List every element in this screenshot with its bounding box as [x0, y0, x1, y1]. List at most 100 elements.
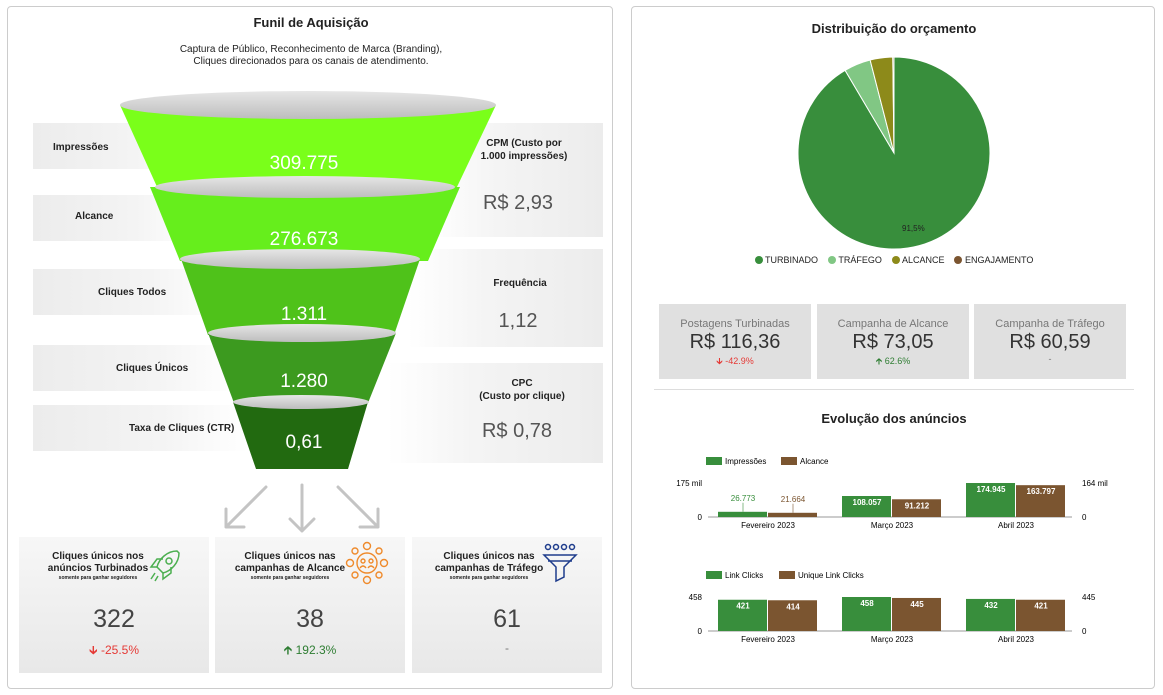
pie-slice-label: 91,5%: [902, 224, 925, 233]
bar-chart2-2-0[interactable]: [966, 598, 1015, 631]
arrow-down-delta-icon: 🡳: [716, 356, 723, 366]
bar-chart2-1-1[interactable]: [892, 597, 941, 631]
stage-value-cliques-unicos: 1.280: [280, 371, 328, 392]
band-frequencia: [408, 249, 603, 347]
bar-label-chart2-1-1: 445: [910, 600, 924, 609]
bar-label-chart2-0-1: 414: [786, 602, 800, 611]
category-label-0: Fevereiro 2023: [741, 521, 795, 530]
funnel-top-rim-2: [155, 176, 455, 198]
evolution-chart-reach: Impressões Alcance 175 mil 0 164 mil 0 26.773 2…: [676, 457, 1108, 530]
funnel-top-rim-1: [120, 91, 496, 119]
legend-label-0: Link Clicks: [725, 571, 763, 580]
bar-label-chart1-1-1: 91.212: [905, 501, 930, 510]
kpi-alcance-label: Campanha de Alcance: [837, 318, 949, 330]
card-alcance: Cliques únicos nas campanhas de Alcance s…: [215, 537, 405, 673]
card-alcance-title: Cliques únicos nas campanhas de Alcance s…: [234, 551, 346, 581]
bar-chart2-0-1[interactable]: [768, 600, 817, 631]
stage-value-impressoes: 309.775: [269, 153, 339, 174]
funnel-title: Funil de Aquisição: [253, 15, 369, 30]
card-turbinados-delta: 🡳 -25.5%: [89, 643, 139, 657]
category-label-2: Abril 2023: [998, 521, 1035, 530]
stage-label-ctr: Taxa de Cliques (CTR): [129, 423, 235, 434]
kpi-alcance-value: R$ 73,05: [852, 331, 934, 353]
legend-label-0: Impressões: [725, 457, 766, 466]
arrow-left-icon: [224, 485, 268, 529]
stage-label-impressoes: Impressões: [53, 142, 109, 153]
funnel-subtitle-1: Captura de Público, Reconhecimento de Ma…: [179, 44, 443, 55]
band-cpc: [388, 363, 603, 463]
arrows-graphic: [224, 483, 380, 533]
card-turbinados-title: Cliques únicos nos anúncios Turbinados so…: [47, 551, 149, 581]
bar-chart2-2-1[interactable]: [1016, 599, 1065, 631]
funnel-stage-2: [150, 187, 460, 261]
bar-label-chart1-2-1: 163.797: [1027, 487, 1056, 496]
left-axis-tick-max: 458: [689, 593, 703, 602]
kpi-alcance-delta: 🡱 62.6%: [875, 356, 911, 366]
stage-label-alcance: Alcance: [75, 211, 114, 222]
pie-legend: TURBINADO TRÁFEGO ALCANCE ENGAJAMENTO: [632, 255, 1156, 265]
bar-label-chart2-2-0: 432: [984, 601, 998, 610]
divider: [654, 389, 1134, 390]
legend-alcance: ALCANCE: [891, 255, 944, 265]
bar-chart1-0-0[interactable]: [718, 511, 767, 517]
card-trafego: Cliques únicos nas campanhas de Tráfego s…: [412, 537, 602, 673]
kpi-turbinadas-value: R$ 116,36: [689, 331, 781, 353]
card-alcance-delta: 🡱 192.3%: [283, 643, 337, 657]
funnel-graphic: [120, 91, 496, 469]
kpi-turbinadas: Postagens Turbinadas R$ 116,36 🡳 -42.9%: [659, 304, 811, 379]
bar-chart1-2-1[interactable]: [1016, 485, 1065, 517]
bar-label-chart1-0-1: 21.664: [781, 495, 806, 504]
bar-chart1-1-1[interactable]: [892, 499, 941, 517]
funnel-stage-3: [181, 259, 420, 335]
legend-label-1: Alcance: [800, 457, 829, 466]
stage-label-cliques-unicos: Cliques Únicos: [116, 363, 189, 374]
funnel-panel: Funil de Aquisição Captura de Público, R…: [7, 6, 613, 689]
card-trafego-value: 61: [493, 605, 521, 633]
rocket-icon: [149, 550, 180, 582]
arrow-down-icon: [288, 483, 316, 533]
kpi-turbinadas-label: Postagens Turbinadas: [680, 318, 790, 330]
metric-cpc-value: R$ 0,78: [481, 420, 553, 442]
left-axis-tick-zero: 0: [698, 627, 703, 636]
budget-pie-chart: [797, 56, 991, 250]
bar-chart1-1-0[interactable]: [842, 496, 891, 517]
arrow-right-icon: [336, 485, 380, 529]
legend-swatch-1: [779, 571, 795, 579]
funnel-stage-1: [120, 105, 496, 189]
right-axis-tick-zero: 0: [1082, 627, 1087, 636]
bar-label-chart2-2-1: 421: [1034, 602, 1048, 611]
evolution-title: Evolução dos anúncios: [821, 411, 967, 426]
bar-chart2-1-0[interactable]: [842, 597, 891, 631]
metric-cpm-value: R$ 2,93: [482, 192, 554, 214]
bar-label-chart2-0-0: 421: [736, 602, 750, 611]
metric-cpm-label: CPM (Custo por 1.000 impressões): [480, 138, 568, 162]
bar-chart2-0-0[interactable]: [718, 599, 767, 631]
funnel-subtitle-2: Cliques direcionados para os canais de a…: [193, 56, 429, 67]
legend-turbinado: TURBINADO: [754, 255, 818, 265]
arrow-up-delta-icon: 🡱: [875, 356, 883, 366]
arrow-down-delta-icon: 🡳: [89, 643, 98, 657]
kpi-trafego-label: Campanha de Tráfego: [995, 318, 1105, 330]
bar-chart1-2-0[interactable]: [966, 483, 1015, 517]
funnel-stage-4: [208, 333, 396, 403]
left-axis-tick-max: 175 mil: [676, 479, 702, 488]
band-cliques-unicos: [33, 345, 238, 391]
kpi-alcance: Campanha de Alcance R$ 73,05 🡱 62.6%: [817, 304, 969, 379]
bar-label-chart1-2-0: 174.945: [977, 485, 1006, 494]
evolution-chart-clicks: Link Clicks Unique Link Clicks 458 0 445 0 421…: [689, 571, 1096, 644]
category-label-1: Março 2023: [871, 635, 914, 644]
bar-chart1-0-1[interactable]: [768, 512, 817, 517]
pie-slice-engajamento[interactable]: [892, 56, 895, 154]
bar-label-chart1-0-0: 26.773: [731, 494, 756, 503]
legend-trafego: TRÁFEGO: [828, 255, 882, 265]
funnel-top-rim-4: [208, 324, 396, 342]
bar-label-chart1-1-0: 108.057: [853, 498, 882, 507]
arrow-up-delta-icon: 🡱: [283, 643, 293, 657]
kpi-trafego-value: R$ 60,59: [1009, 331, 1091, 353]
stage-value-cliques-todos: 1.311: [280, 304, 328, 325]
card-trafego-title: Cliques únicos nas campanhas de Tráfego s…: [434, 551, 544, 581]
band-ctr: [33, 405, 248, 451]
right-axis-tick-zero: 0: [1082, 513, 1087, 522]
stage-value-alcance: 276.673: [269, 229, 339, 250]
audience-network-icon: [345, 541, 389, 585]
